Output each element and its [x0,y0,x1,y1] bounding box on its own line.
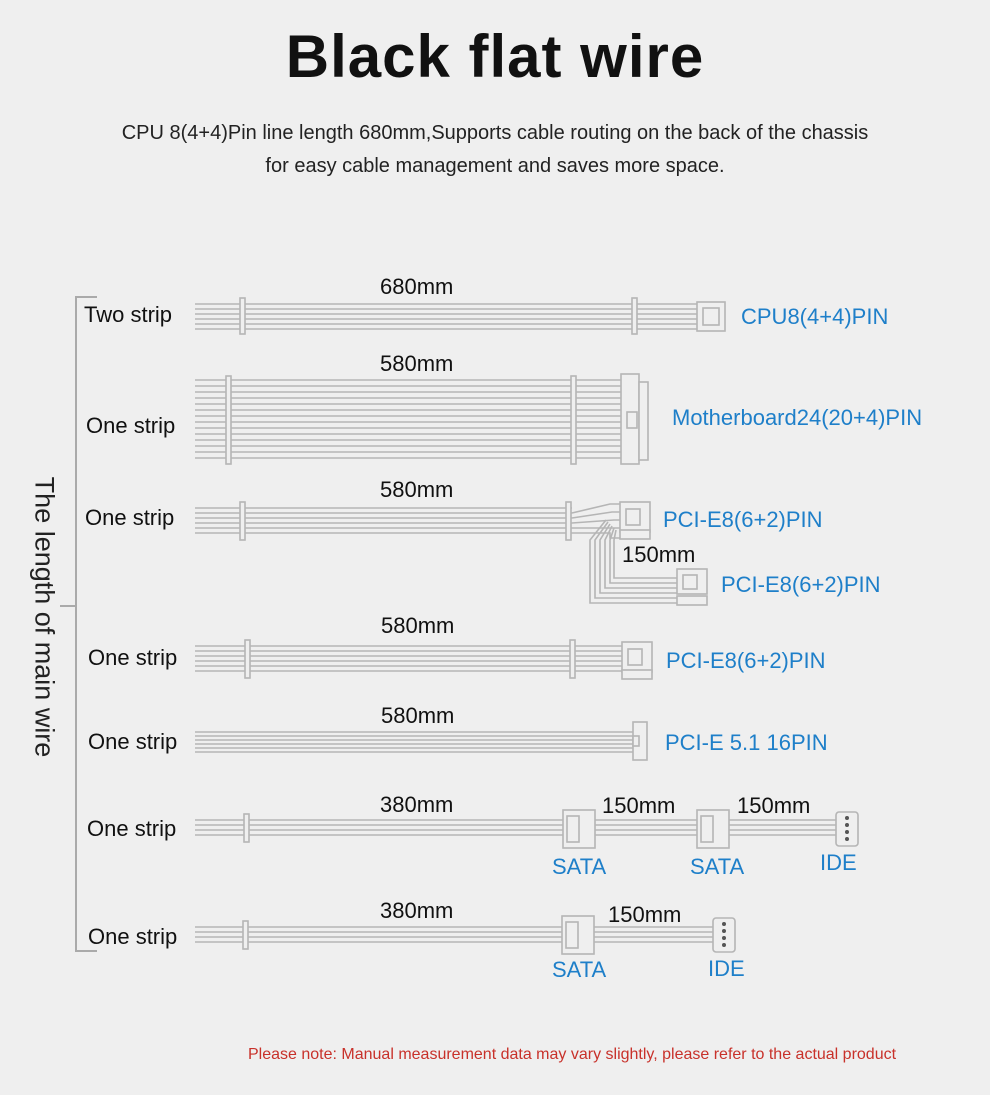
row-3-label: One strip [85,505,175,530]
cable-row-1 [195,297,726,335]
row-4-connector: PCI-E8(6+2)PIN [666,648,826,673]
cable-row-5 [195,721,648,761]
row-7-conn1: SATA [552,957,607,982]
row-2-connector: Motherboard24(20+4)PIN [672,405,923,430]
row-6-conn2: SATA [690,854,745,879]
row-6-seg3-length: 150mm [737,793,811,818]
row-6-label: One strip [87,816,177,841]
row-1-connector: CPU8(4+4)PIN [741,304,889,329]
ide-pins [722,816,849,947]
row-2-length: 580mm [380,351,454,376]
row-5-length: 580mm [381,703,455,728]
cable-row-2 [195,373,649,465]
row-1-label: Two strip [84,302,173,327]
row-7-conn2: IDE [708,956,745,981]
row-5-connector: PCI-E 5.1 16PIN [665,730,828,755]
row-4-length: 580mm [381,613,455,638]
row-4-label: One strip [88,645,178,670]
row-7-seg2-length: 150mm [608,902,682,927]
row-6-conn1: SATA [552,854,607,879]
cable-row-4 [195,639,653,680]
cable-row-3 [195,501,708,606]
row-2-label: One strip [86,413,176,438]
page-title: Black flat wire [285,23,705,90]
row-7-length: 380mm [380,898,454,923]
row-6-seg2-length: 150mm [602,793,676,818]
subtitle-line-1: CPU 8(4+4)Pin line length 680mm,Supports… [121,122,869,144]
row-1-length: 680mm [380,274,454,299]
row-6-conn3: IDE [820,850,857,875]
measurement-note: Please note: Manual measurement data may… [248,1046,897,1063]
row-3-branch-connector: PCI-E8(6+2)PIN [721,572,881,597]
row-6-length: 380mm [380,792,454,817]
cable-row-7 [195,915,736,955]
row-3-length: 580mm [380,477,454,502]
cable-row-6 [195,809,859,849]
row-3-branch-length: 150mm [622,542,696,567]
main-wire-length-label: The length of main wire [29,476,60,758]
row-5-label: One strip [88,729,178,754]
subtitle-line-2: for easy cable management and saves more… [265,155,725,177]
row-3-connector: PCI-E8(6+2)PIN [663,507,823,532]
row-7-label: One strip [88,924,178,949]
main-wire-bracket [60,296,97,952]
